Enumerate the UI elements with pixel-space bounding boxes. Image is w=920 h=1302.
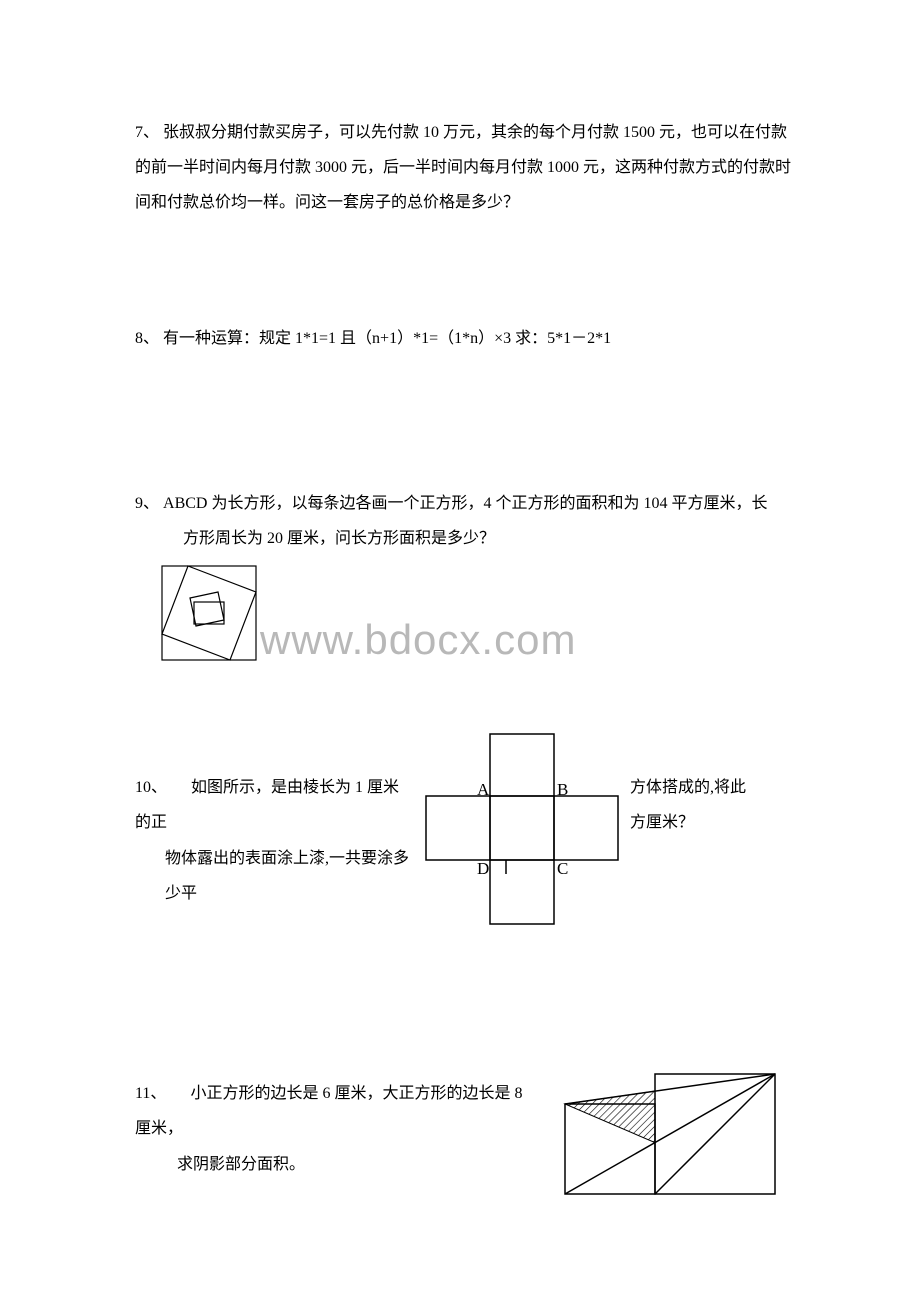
q10-label-a: A — [477, 780, 490, 799]
question-8: 8、 有一种运算：规定 1*1=1 且（n+1）*1=（1*n）×3 求：5*1… — [135, 321, 795, 356]
q8-text: 有一种运算：规定 1*1=1 且（n+1）*1=（1*n）×3 求：5*1－2*… — [159, 330, 611, 347]
q10-label-b: B — [557, 780, 568, 799]
q9-line2: 方形周长为 20 厘米，问长方形面积是多少？ — [135, 521, 795, 556]
q11-line1: 小正方形的边长是 6 厘米，大正方形的边长是 8 厘米， — [135, 1085, 522, 1137]
q9-figure — [160, 564, 795, 662]
question-11: 11、 小正方形的边长是 6 厘米，大正方形的边长是 8 厘米， 求阴影部分面积… — [135, 1072, 795, 1200]
q7-text: 张叔叔分期付款买房子，可以先付款 10 万元，其余的每个月付款 1500 元，也… — [135, 124, 791, 211]
q11-figure — [553, 1072, 795, 1200]
q10-right-line2: 方厘米？ — [630, 805, 810, 840]
q10-left-line1: 如图所示，是由棱长为 1 厘米的正 — [135, 779, 399, 831]
q9-number: 9、 — [135, 495, 159, 512]
question-9: 9、 ABCD 为长方形，以每条边各画一个正方形，4 个正方形的面积和为 104… — [135, 486, 795, 662]
question-10: 10、 如图所示，是由棱长为 1 厘米的正 物体露出的表面涂上漆,一共要涂多少平… — [135, 732, 795, 942]
q10-right-line1: 方体搭成的,将此 — [630, 770, 810, 805]
q11-line2: 求阴影部分面积。 — [135, 1147, 535, 1182]
q11-number: 11、 — [135, 1085, 158, 1102]
q7-number: 7、 — [135, 124, 159, 141]
question-7: 7、 张叔叔分期付款买房子，可以先付款 10 万元，其余的每个月付款 1500 … — [135, 115, 795, 221]
q10-left-line2: 物体露出的表面涂上漆,一共要涂多少平 — [135, 841, 415, 911]
q9-line1: ABCD 为长方形，以每条边各画一个正方形，4 个正方形的面积和为 104 平方… — [159, 495, 767, 512]
q10-number: 10、 — [135, 779, 159, 796]
q10-label-c: C — [557, 859, 568, 878]
q10-label-d: D — [477, 859, 489, 878]
q8-number: 8、 — [135, 330, 159, 347]
